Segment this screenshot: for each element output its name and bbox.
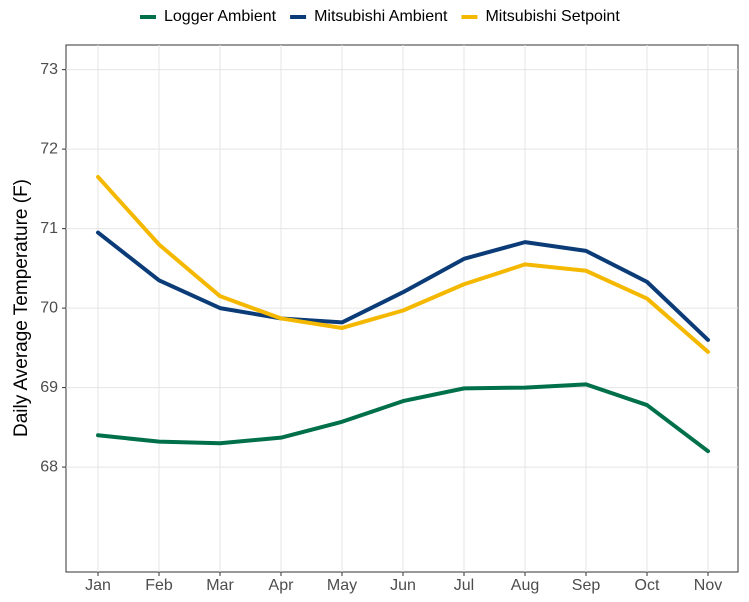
series-line [96, 174, 710, 354]
x-tick-label: May [327, 577, 357, 594]
y-tick-label: 72 [40, 140, 58, 157]
legend-label: Mitsubishi Setpoint [485, 8, 620, 25]
y-tick-label: 68 [40, 458, 58, 475]
x-tick-label: Nov [694, 577, 722, 594]
y-tick-label: 73 [40, 61, 58, 78]
x-tick-label: Sep [572, 577, 601, 594]
x-tick-label: Apr [269, 577, 295, 594]
y-tick-label: 69 [40, 379, 58, 396]
y-axis-title: Daily Average Temperature (F) [11, 179, 32, 437]
series-line [96, 382, 710, 454]
x-tick-label: Oct [635, 577, 660, 594]
series-line [96, 230, 710, 342]
legend-label: Logger Ambient [164, 8, 277, 25]
x-tick-label: Feb [145, 577, 173, 594]
x-tick-label: Mar [206, 577, 234, 594]
y-tick-label: 71 [40, 220, 58, 237]
x-tick-label: Jun [390, 577, 416, 594]
x-tick-label: Aug [511, 577, 539, 594]
x-tick-label: Jul [454, 577, 474, 594]
y-tick-label: 70 [40, 299, 58, 316]
legend-label: Mitsubishi Ambient [314, 8, 448, 25]
x-tick-label: Jan [85, 577, 111, 594]
